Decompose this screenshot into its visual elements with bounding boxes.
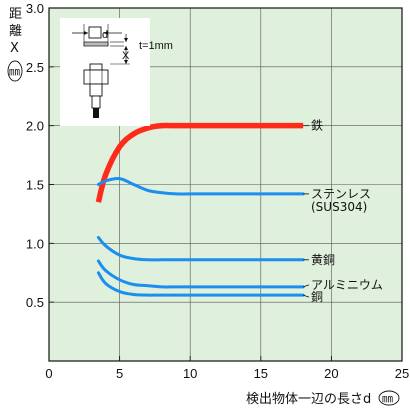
sensor-nut [83,69,109,85]
sensor-cable [93,108,99,118]
y-axis-title: 距 離 X ㎜ [7,7,23,82]
series-line-1 [96,177,305,196]
sensor-inset-diagram: d t=1mm X [60,18,173,126]
series-label: ステンレス [311,187,371,201]
x-tick-label: 5 [116,366,123,381]
plot-frame [48,7,403,362]
x-label: X [122,50,130,62]
y-tick-label: 0.5 [26,295,44,310]
y-tick-label: 3.0 [26,1,44,16]
series-line-3 [96,259,305,289]
d-arrow-right [104,31,108,35]
x-tick-label: 10 [183,366,197,381]
series-line-2 [96,235,305,262]
y-axis-title-char-3: X [10,41,19,56]
d-arrow-left [84,31,88,35]
y-tick-label: 2.0 [26,119,44,134]
x-tick-label: 25 [395,366,409,381]
series-leader-line [303,284,310,288]
x-axis-title-text: 検出物体一辺の長さd [246,392,371,407]
y-axis-title-char-2: 離 [9,24,22,39]
y-axis-unit: ㎜ [9,66,20,78]
t-arrowhead-top [124,38,128,42]
y-tick-label: 1.5 [26,178,44,193]
series-label: 黄銅 [311,253,335,267]
x-arrowhead-top [124,46,128,50]
x-tick-label: 0 [45,366,52,381]
x-tick-label: 20 [324,366,338,381]
series-label: 鉄 [311,118,323,133]
y-tick-label: 2.5 [26,60,44,75]
series-leader-line [303,294,310,298]
target-plate [83,41,109,47]
sensor-head [89,63,103,71]
series-label: アルミニウム [311,278,383,292]
x-axis-unit: ㎜ [382,393,393,405]
series-label-sub: (SUS304) [311,200,367,214]
square-symbol [88,26,102,39]
sensor-body [89,83,103,97]
series-line-4 [96,271,305,297]
y-tick-label: 1.0 [26,236,44,251]
tick-labels: 0 5 10 15 20 25 0.5 1.0 1.5 2.0 2.5 3.0 [26,1,409,381]
t-label: t=1mm [139,40,173,52]
series-lines [95,122,305,297]
series-line-0 [95,122,304,203]
d-label: d [102,29,108,41]
x-arrowhead-bottom [124,60,128,64]
y-unit-parenthesis [7,60,23,82]
sensor-neck [91,95,101,109]
x-tick-label: 15 [254,366,268,381]
x-axis-title: 検出物体一辺の長さd ㎜ [246,390,400,407]
series-label: 銅 [311,290,323,304]
x-unit-parenthesis [378,390,400,406]
y-axis-title-char-1: 距 [9,7,22,22]
